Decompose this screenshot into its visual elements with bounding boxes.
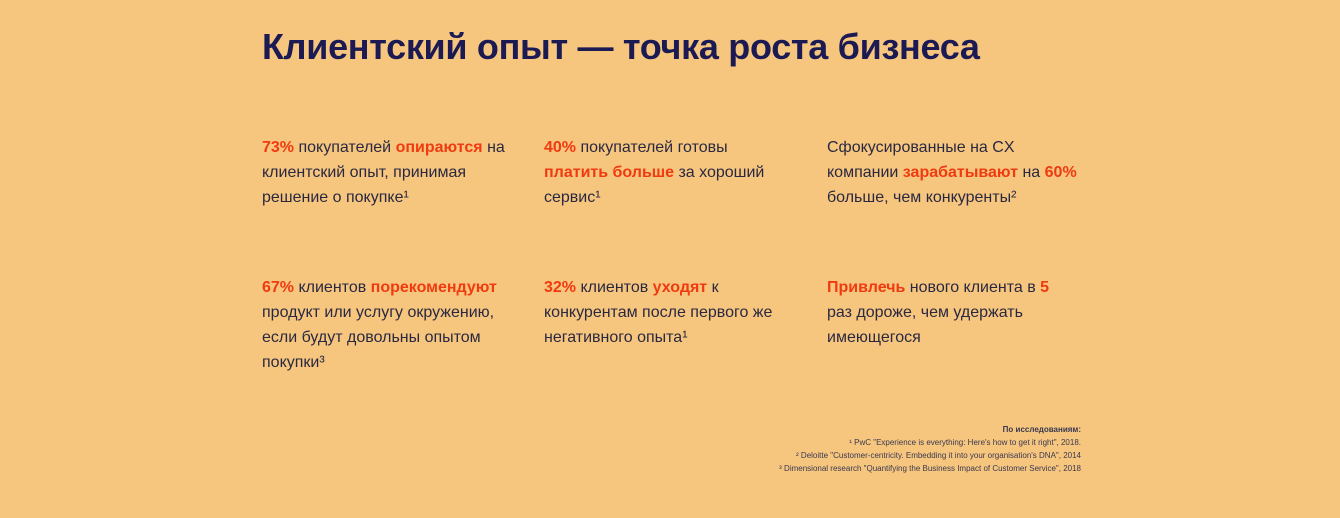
page-title: Клиентский опыт — точка роста бизнеса bbox=[262, 26, 980, 67]
highlight-text: 60% bbox=[1044, 164, 1077, 181]
body-text: за хороший сервис¹ bbox=[544, 164, 765, 206]
footnote: ¹ PwC "Experience is everything: Here's … bbox=[849, 438, 1081, 447]
body-text: клиентов bbox=[576, 279, 653, 296]
footnote: ² Deloitte "Customer-centricity. Embeddi… bbox=[796, 451, 1081, 460]
highlight-text: 40% bbox=[544, 139, 577, 156]
footnote: ³ Dimensional research "Quantifying the … bbox=[779, 464, 1081, 473]
highlight-text: 67% bbox=[262, 279, 295, 296]
body-text: на bbox=[1018, 164, 1045, 181]
highlight-text: 73% bbox=[262, 139, 295, 156]
body-text: больше, чем конкуренты² bbox=[827, 189, 1017, 206]
body-text: Сфокусированные на CX компании bbox=[827, 139, 1015, 181]
footnotes-heading: По исследованиям: bbox=[1002, 425, 1081, 434]
body-text: покупателей готовы bbox=[576, 139, 728, 156]
body-text: на клиентский опыт, принимая решение о п… bbox=[262, 139, 505, 206]
stat-card: 40% покупателей готовы платить больше за… bbox=[544, 135, 779, 210]
body-text: продукт или услугу окружению, если будут… bbox=[262, 304, 495, 371]
highlight-text: уходят bbox=[652, 279, 708, 296]
body-text: к конкурентам после первого же негативно… bbox=[544, 279, 773, 346]
highlight-text: 32% bbox=[544, 279, 577, 296]
highlight-text: зарабатывают bbox=[902, 164, 1019, 181]
stat-card: Привлечь нового клиента в 5 раз дороже, … bbox=[827, 275, 1062, 350]
stat-card: 32% клиентов уходят к конкурентам после … bbox=[544, 275, 794, 350]
highlight-text: 5 bbox=[1040, 279, 1050, 296]
body-text: покупателей bbox=[294, 139, 396, 156]
body-text: раз дороже, чем удержать имеющегося bbox=[827, 304, 1023, 346]
stat-card: 73% покупателей опираются на клиентский … bbox=[262, 135, 510, 210]
footnotes: По исследованиям: ¹ PwC "Experience is e… bbox=[779, 423, 1081, 475]
highlight-text: Привлечь bbox=[827, 279, 906, 296]
highlight-text: порекомендуют bbox=[370, 279, 497, 296]
body-text: нового клиента в bbox=[905, 279, 1041, 296]
stat-card: 67% клиентов порекомендуют продукт или у… bbox=[262, 275, 510, 375]
highlight-text: платить больше bbox=[544, 164, 675, 181]
stat-card: Сфокусированные на CX компании зарабатыв… bbox=[827, 135, 1082, 210]
highlight-text: опираются bbox=[395, 139, 483, 156]
body-text: клиентов bbox=[294, 279, 371, 296]
